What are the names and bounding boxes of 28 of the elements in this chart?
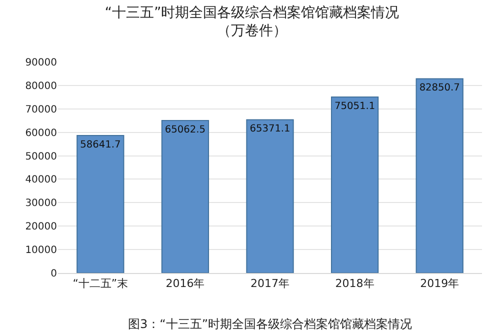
data-label: 82850.7	[419, 82, 460, 94]
bar	[161, 120, 210, 273]
y-tick-label: 40000	[25, 174, 57, 186]
data-label: 65371.1	[250, 124, 290, 135]
y-tick-label: 70000	[25, 104, 57, 116]
x-tick-label: 2018年	[335, 277, 374, 290]
y-tick-label: 20000	[25, 222, 57, 233]
caption: 图3：“十三五”时期全国各级综合档案馆馆藏档案情况	[128, 317, 412, 331]
data-label: 75051.1	[334, 100, 376, 112]
bar	[76, 135, 124, 273]
x-tick-label: 2019年	[420, 277, 460, 290]
bar	[246, 119, 294, 273]
bar	[416, 78, 464, 273]
chart-title: “十三五”时期全国各级综合档案馆馆藏档案情况	[104, 4, 400, 21]
y-tick-label: 80000	[25, 80, 57, 92]
y-tick-label: 30000	[25, 198, 57, 210]
bar	[330, 96, 379, 273]
x-tick-label: 2017年	[250, 277, 290, 290]
chart-subtitle: （万卷件）	[217, 22, 287, 39]
y-tick-label: 90000	[25, 58, 57, 68]
y-tick-label: 10000	[25, 245, 57, 256]
data-label: 65062.5	[164, 124, 206, 136]
y-tick-label: 0	[50, 268, 57, 280]
y-tick-label: 50000	[25, 151, 57, 162]
x-tick-label: “十二五”末	[72, 277, 128, 290]
x-tick-label: 2016年	[166, 277, 205, 290]
y-tick-label: 60000	[25, 128, 57, 139]
data-label: 58641.7	[80, 139, 121, 150]
